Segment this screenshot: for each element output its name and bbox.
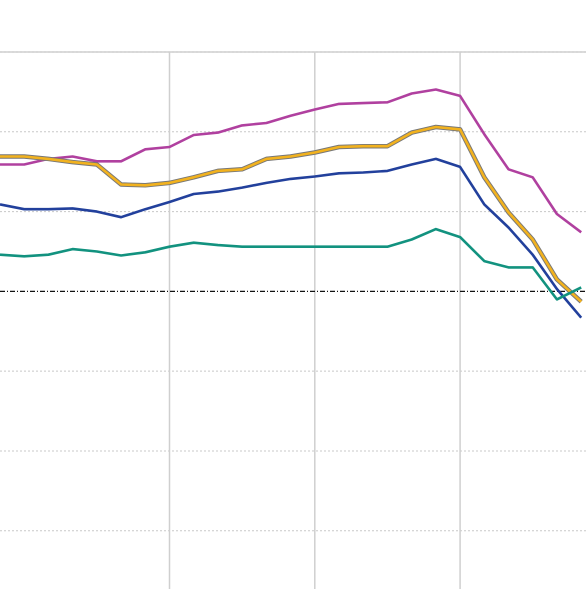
line — [0, 157, 583, 319]
line — [0, 88, 582, 234]
line — [0, 125, 583, 303]
line — [0, 227, 582, 301]
